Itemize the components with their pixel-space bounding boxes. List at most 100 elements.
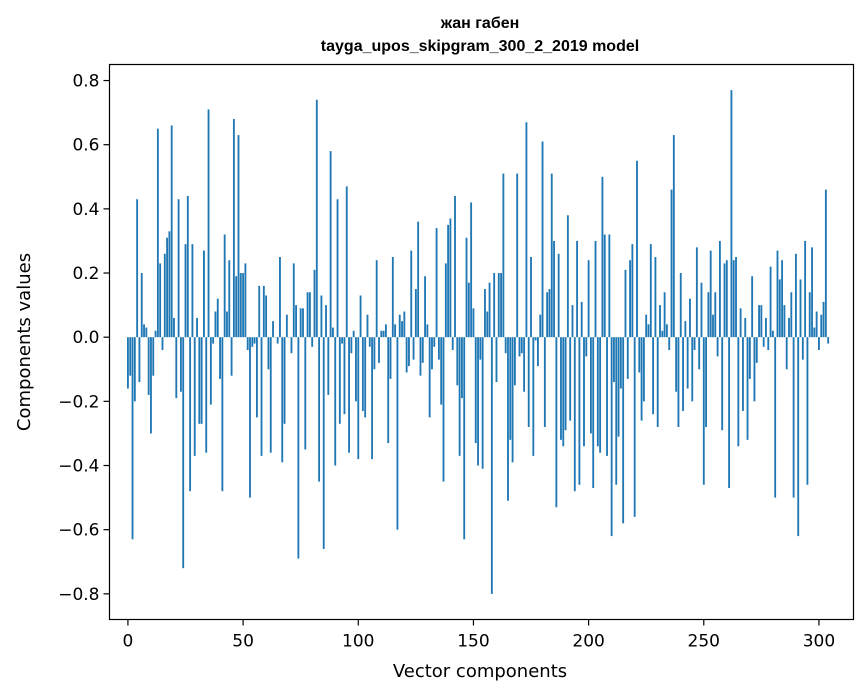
- bar-224: [642, 337, 645, 402]
- bar-277: [765, 317, 767, 338]
- bar-205: [599, 337, 602, 453]
- bar-10: [150, 337, 152, 434]
- bar-158: [490, 337, 493, 594]
- bar-269: [746, 337, 749, 440]
- x-tick-label-150: 150: [457, 632, 489, 652]
- bar-206: [601, 176, 604, 338]
- bar-256: [716, 337, 719, 357]
- bar-115: [391, 256, 394, 338]
- bar-137: [442, 337, 445, 482]
- y-axis-label: Components values: [14, 253, 35, 431]
- bar-127: [419, 337, 422, 376]
- bar-226: [647, 324, 650, 338]
- bar-216: [624, 269, 627, 338]
- bar-285: [783, 305, 786, 338]
- bar-223: [640, 337, 643, 421]
- bar-232: [661, 330, 664, 338]
- bar-117: [396, 337, 399, 530]
- bar-120: [403, 311, 406, 338]
- bar-272: [753, 337, 756, 402]
- bar-190: [564, 337, 567, 431]
- bar-248: [698, 337, 701, 370]
- bar-121: [405, 337, 408, 373]
- bar-0: [127, 337, 129, 389]
- bar-196: [578, 337, 581, 485]
- bar-114: [389, 337, 392, 379]
- bar-6: [140, 273, 143, 338]
- bar-49: [239, 273, 242, 338]
- bar-217: [626, 337, 629, 379]
- bar-247: [695, 247, 698, 338]
- bar-153: [479, 337, 482, 360]
- bar-29: [193, 337, 196, 456]
- bar-98: [352, 330, 355, 338]
- bar-203: [594, 240, 597, 338]
- bar-86: [325, 305, 327, 338]
- bar-80: [311, 337, 314, 347]
- bar-66: [279, 256, 281, 338]
- bar-152: [477, 337, 479, 466]
- bar-273: [755, 337, 758, 363]
- bar-246: [693, 337, 696, 351]
- bar-279: [769, 266, 772, 338]
- bar-37: [212, 337, 215, 344]
- bar-118: [398, 314, 401, 338]
- bar-15: [161, 337, 164, 351]
- bar-96: [348, 337, 350, 453]
- bar-200: [587, 260, 590, 338]
- bar-167: [511, 337, 514, 463]
- bar-274: [758, 305, 760, 338]
- bar-227: [649, 244, 652, 338]
- bar-103: [364, 337, 367, 418]
- bar-100: [357, 337, 360, 460]
- bar-262: [730, 90, 733, 338]
- bar-194: [573, 337, 576, 492]
- bar-238: [675, 337, 678, 392]
- bar-55: [253, 337, 256, 344]
- bar-220: [633, 337, 636, 517]
- bar-22: [177, 199, 180, 338]
- bar-36: [209, 337, 212, 405]
- bar-173: [525, 122, 528, 338]
- y-tick-label-1: −0.6: [58, 521, 99, 541]
- bar-289: [792, 337, 795, 498]
- bar-282: [776, 250, 779, 338]
- plot-frame: [108, 63, 855, 621]
- bar-18: [168, 231, 171, 338]
- bar-185: [553, 240, 555, 338]
- bar-180: [541, 141, 544, 338]
- bar-24: [182, 337, 185, 569]
- bar-87: [327, 337, 330, 395]
- bar-295: [806, 337, 809, 485]
- bar-176: [532, 337, 535, 456]
- bar-155: [484, 289, 486, 338]
- bar-251: [705, 337, 707, 428]
- bar-134: [435, 228, 438, 338]
- bar-211: [613, 337, 615, 383]
- bar-93: [341, 337, 344, 344]
- bar-113: [387, 337, 390, 444]
- bar-2: [131, 337, 134, 540]
- bar-254: [712, 314, 714, 338]
- bar-23: [179, 337, 182, 392]
- bar-99: [355, 337, 357, 402]
- y-tick-label-0: −0.8: [58, 585, 99, 605]
- bar-38: [214, 311, 217, 338]
- bar-40: [219, 337, 221, 379]
- bar-125: [414, 289, 417, 338]
- bar-231: [659, 305, 661, 338]
- bar-63: [272, 321, 274, 338]
- bar-304: [827, 337, 830, 344]
- bar-124: [412, 337, 415, 360]
- bar-189: [562, 337, 565, 447]
- bar-195: [576, 240, 579, 338]
- bar-230: [656, 337, 659, 428]
- bar-184: [550, 173, 553, 338]
- bar-164: [504, 337, 507, 354]
- bar-21: [175, 337, 178, 399]
- bar-186: [555, 337, 558, 508]
- bar-252: [707, 292, 710, 338]
- bar-28: [191, 244, 194, 338]
- bar-301: [820, 314, 823, 338]
